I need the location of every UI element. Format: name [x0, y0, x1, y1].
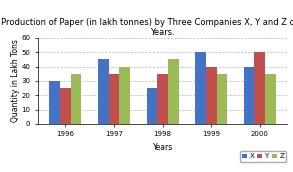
- X-axis label: Years: Years: [152, 143, 173, 152]
- Title: Production of Paper (in lakh tonnes) by Three Companies X, Y and Z over the
Year: Production of Paper (in lakh tonnes) by …: [1, 18, 293, 37]
- Bar: [206, 67, 217, 124]
- Bar: [98, 59, 109, 124]
- Bar: [109, 74, 119, 124]
- Bar: [157, 74, 168, 124]
- Bar: [244, 67, 254, 124]
- Bar: [195, 52, 206, 124]
- Bar: [71, 74, 81, 124]
- Bar: [217, 74, 227, 124]
- Bar: [254, 52, 265, 124]
- Bar: [168, 59, 179, 124]
- Bar: [119, 67, 130, 124]
- Y-axis label: Quantity in Lakh Tons: Quantity in Lakh Tons: [11, 39, 20, 122]
- Legend: X, Y, Z: X, Y, Z: [240, 151, 286, 162]
- Bar: [265, 74, 276, 124]
- Bar: [50, 81, 60, 124]
- Bar: [60, 88, 71, 124]
- Bar: [146, 88, 157, 124]
